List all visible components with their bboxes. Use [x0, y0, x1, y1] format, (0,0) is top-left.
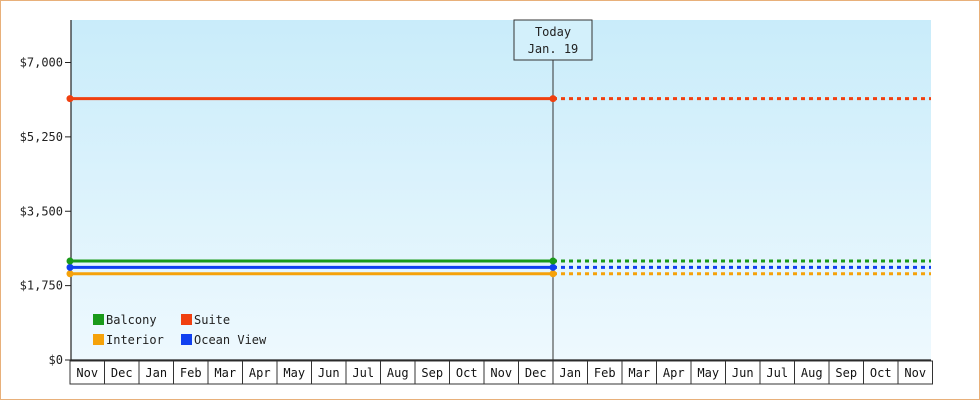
- month-label: Sep: [835, 366, 857, 380]
- month-label: Apr: [249, 366, 271, 380]
- month-label: Dec: [525, 366, 547, 380]
- month-label: Aug: [387, 366, 409, 380]
- legend-label-interior[interactable]: Interior: [106, 333, 164, 347]
- month-label: Oct: [456, 366, 478, 380]
- month-label: Jan: [145, 366, 167, 380]
- month-label: Dec: [111, 366, 133, 380]
- legend-swatch-balcony[interactable]: [93, 314, 104, 325]
- month-label: Mar: [214, 366, 236, 380]
- legend-label-balcony[interactable]: Balcony: [106, 313, 157, 327]
- month-label: Apr: [663, 366, 685, 380]
- legend-swatch-ocean-view[interactable]: [181, 334, 192, 345]
- month-box[interactable]: [897, 360, 933, 385]
- month-label: Jul: [766, 366, 788, 380]
- legend-label-ocean-view[interactable]: Ocean View: [194, 333, 267, 347]
- month-label: Jan: [559, 366, 581, 380]
- month-label: Mar: [628, 366, 650, 380]
- month-label: Sep: [421, 366, 443, 380]
- month-label: Jun: [318, 366, 340, 380]
- month-label: Oct: [870, 366, 892, 380]
- y-tick-label: $3,500: [20, 204, 63, 218]
- month-label: May: [283, 366, 305, 380]
- today-date-label: Jan. 19: [528, 42, 579, 56]
- y-tick-label: $7,000: [20, 56, 63, 70]
- month-label: Jun: [732, 366, 754, 380]
- month-label: Nov: [490, 366, 512, 380]
- series-point-suite[interactable]: [66, 95, 74, 103]
- series-point-balcony[interactable]: [66, 257, 74, 265]
- month-label: Feb: [594, 366, 616, 380]
- series-point-interior[interactable]: [66, 270, 74, 278]
- y-tick-label: $1,750: [20, 279, 63, 293]
- y-tick-label: $0: [49, 353, 63, 367]
- month-label: May: [697, 366, 719, 380]
- month-label: Nov: [904, 366, 926, 380]
- series-point-interior[interactable]: [549, 270, 557, 278]
- today-box: [513, 19, 593, 61]
- plot-area: [71, 20, 931, 360]
- series-point-balcony[interactable]: [549, 257, 557, 265]
- month-label: Nov: [76, 366, 98, 380]
- legend-swatch-interior[interactable]: [93, 334, 104, 345]
- month-label: Jul: [352, 366, 374, 380]
- series-point-suite[interactable]: [549, 95, 557, 103]
- month-label: Feb: [180, 366, 202, 380]
- month-label: Aug: [801, 366, 823, 380]
- series-point-ocean-view[interactable]: [549, 263, 557, 271]
- today-label: Today: [535, 25, 571, 39]
- y-tick-label: $5,250: [20, 130, 63, 144]
- legend-label-suite[interactable]: Suite: [194, 313, 230, 327]
- legend-swatch-suite[interactable]: [181, 314, 192, 325]
- series-point-ocean-view[interactable]: [66, 263, 74, 271]
